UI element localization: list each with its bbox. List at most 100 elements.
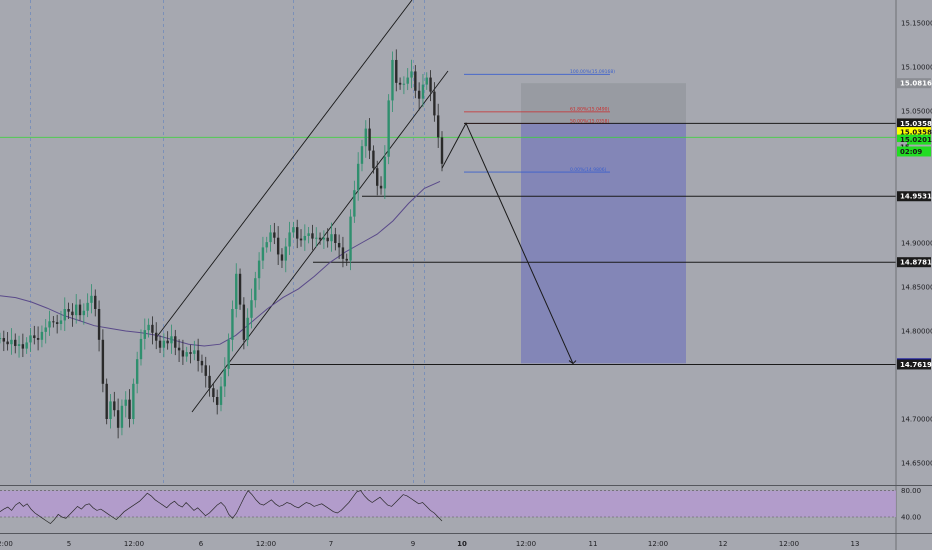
candle-body-33 xyxy=(124,399,127,406)
candle-body-47 xyxy=(177,347,181,351)
candle-body-64 xyxy=(242,304,246,340)
candle-body-88 xyxy=(334,234,337,243)
candle-body-79 xyxy=(299,238,303,241)
candle-body-28 xyxy=(105,383,108,419)
price-tag-bg-6 xyxy=(897,191,931,202)
price-tick-2: 15.05000 xyxy=(901,108,932,116)
candle-body-95 xyxy=(360,146,364,164)
candle-body-85 xyxy=(322,237,326,240)
candle-body-50 xyxy=(189,352,192,354)
candle-body-54 xyxy=(204,365,207,376)
candle-body-35 xyxy=(132,383,135,419)
price-tag-label-9: 14.76197 xyxy=(900,361,932,369)
session-dividers xyxy=(30,0,425,485)
candle-body-102 xyxy=(387,100,390,157)
candle-body-14 xyxy=(52,321,55,323)
time-axis[interactable]: 2:00 5 12:00 6 12:00 7 9 10 12:00 11 12:00 12 12:00 1… xyxy=(0,540,859,548)
candle-body-71 xyxy=(269,232,272,243)
price-tag-bg-3 xyxy=(897,134,931,145)
candle-body-115 xyxy=(436,115,440,138)
candle-body-89 xyxy=(337,243,341,248)
price-axis[interactable]: 15.15000 15.10000 15.05000 14.90000 14.85000… xyxy=(901,20,932,468)
candle-body-75 xyxy=(284,246,287,261)
candle-body-113 xyxy=(429,77,432,92)
candle-body-68 xyxy=(257,260,261,279)
candle-body-108 xyxy=(410,71,413,78)
price-tag-label-3: 15.02014 xyxy=(900,136,932,144)
candle-body-74 xyxy=(280,254,284,261)
candle-body-17 xyxy=(63,309,66,321)
time-tick-2: 12:00 xyxy=(124,540,144,548)
price-tag-bg-2 xyxy=(897,127,931,138)
candle-body-19 xyxy=(71,311,74,316)
candle-body-69 xyxy=(261,247,265,261)
projection-path xyxy=(441,122,577,365)
candle-body-29 xyxy=(109,401,112,419)
candle-body-82 xyxy=(311,233,314,239)
candle-body-111 xyxy=(421,84,425,99)
candle-body-49 xyxy=(185,352,188,357)
candle-body-1 xyxy=(2,338,6,342)
candle-body-41 xyxy=(155,332,158,341)
target-zone xyxy=(521,83,686,364)
candle-body-39 xyxy=(147,324,150,331)
time-tick-11: 12 xyxy=(719,540,728,548)
candle-body-26 xyxy=(97,309,101,340)
candle-body-94 xyxy=(356,163,360,191)
candle-body-116 xyxy=(440,137,444,164)
candle-body-37 xyxy=(139,338,143,360)
candle-body-15 xyxy=(55,322,59,324)
rsi-pane[interactable]: 80.00 40.00 xyxy=(0,487,921,525)
candle-body-18 xyxy=(67,309,70,312)
candle-body-67 xyxy=(254,278,257,301)
candle-body-72 xyxy=(273,232,276,238)
candle-body-48 xyxy=(181,350,185,357)
time-tick-1: 5 xyxy=(67,540,71,548)
candle-body-96 xyxy=(364,128,367,147)
price-tags: 15.0816015.0358815.0358715.020141502:091… xyxy=(897,78,932,370)
candle-body-6 xyxy=(21,344,25,349)
candle-body-76 xyxy=(288,232,291,247)
price-tick-0: 15.15000 xyxy=(901,20,932,28)
candle-body-2 xyxy=(6,341,9,345)
price-tag-bg-5 xyxy=(897,146,931,157)
candle-body-110 xyxy=(417,90,421,99)
time-tick-4: 12:00 xyxy=(256,540,276,548)
time-tick-0: 2:00 xyxy=(0,540,13,548)
price-tag-label-2: 15.03587 xyxy=(900,129,932,137)
rsi-band xyxy=(0,490,896,517)
candle-body-107 xyxy=(406,77,409,84)
candle-body-100 xyxy=(379,185,383,189)
price-tag-bg-0 xyxy=(897,78,931,89)
candle-body-43 xyxy=(162,340,166,348)
price-candles xyxy=(0,49,444,439)
candle-body-87 xyxy=(330,234,333,242)
candle-body-103 xyxy=(391,59,394,101)
price-tick-6: 14.70000 xyxy=(901,416,932,424)
candle-body-30 xyxy=(113,401,116,411)
fib-level-label-3: 0.00%(14.9806) xyxy=(570,167,607,173)
candle-body-109 xyxy=(414,71,417,91)
candle-body-70 xyxy=(265,242,268,248)
candle-body-101 xyxy=(383,156,387,189)
candle-body-5 xyxy=(17,344,21,346)
candle-body-78 xyxy=(296,227,299,239)
candle-body-45 xyxy=(170,336,173,344)
candle-body-46 xyxy=(174,336,177,348)
candle-body-106 xyxy=(402,83,406,85)
target-zone-upper xyxy=(521,83,686,124)
candle-body-8 xyxy=(29,335,32,343)
candle-body-38 xyxy=(143,330,146,339)
candle-body-44 xyxy=(166,340,169,344)
candle-body-23 xyxy=(86,302,89,311)
candle-body-32 xyxy=(120,405,124,428)
fib-level-label-2: 50.00%(15.0358) xyxy=(570,118,610,124)
candle-body-22 xyxy=(82,310,86,316)
candle-body-91 xyxy=(345,258,348,261)
candle-body-114 xyxy=(433,91,436,116)
candle-body-58 xyxy=(219,386,223,405)
candle-body-81 xyxy=(307,233,310,236)
price-tick-7: 14.65000 xyxy=(901,460,932,468)
candle-body-25 xyxy=(94,295,97,309)
